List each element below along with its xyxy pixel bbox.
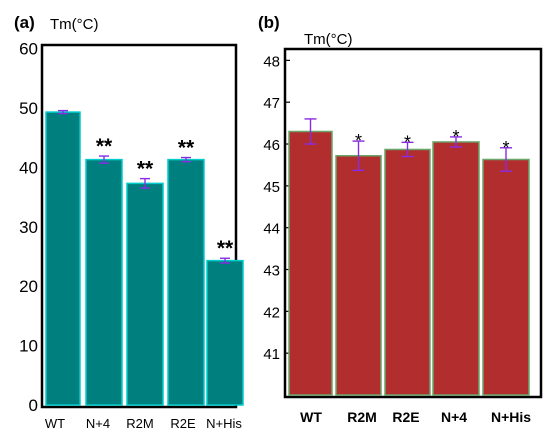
panel-b-category-label: WT <box>300 409 322 425</box>
panel-b-category-label: N+4 <box>441 409 467 425</box>
panel-b-y-tick-label: 44 <box>263 221 280 238</box>
panel-a-error-bar <box>99 155 109 164</box>
panel-a-significance-mark: ** <box>217 237 234 260</box>
panel-a-y-unit-label: Tm(°C) <box>50 16 98 33</box>
panel-a-error-bars <box>58 109 230 264</box>
panel-b-bars <box>288 130 530 396</box>
panel-a-bar-n-4 <box>85 158 123 406</box>
panel-b-y-tick-label: 47 <box>263 95 280 112</box>
panel-b-y-tick-label: 42 <box>263 304 280 321</box>
panel-b-bar-r2m <box>335 154 382 396</box>
panel-a-y-tick-label: 30 <box>19 218 38 237</box>
panel-a-chart: (a) Tm(°C) 0 10 20 30 40 50 60 ** ** ** ** WT N+4 R… <box>14 13 244 431</box>
panel-b-y-unit-label: Tm(°C) <box>304 31 352 48</box>
panel-a-category-label: R2M <box>126 416 153 431</box>
panel-b-bar-wt <box>288 130 333 396</box>
panel-b-category-label: N+His <box>491 409 531 425</box>
panel-b-significance-mark: * <box>404 132 411 152</box>
panel-b-category-label: R2E <box>392 409 419 425</box>
panel-a-y-tick-label: 60 <box>19 40 38 59</box>
panel-b-y-tick-label: 43 <box>263 263 280 280</box>
panel-b-significance-marks: * * * * <box>355 127 510 158</box>
panel-a-bar-r2m <box>126 182 164 406</box>
panel-b-y-tick-label: 46 <box>263 137 280 154</box>
panel-a-category-label: R2E <box>170 416 196 431</box>
panel-a-bar-n-his <box>206 259 244 406</box>
panel-a-significance-mark: ** <box>137 158 154 181</box>
panel-a-significance-marks: ** ** ** ** <box>96 135 234 260</box>
panel-a-x-axis: WT N+4 R2M R2E N+His <box>45 416 242 431</box>
panel-a-significance-mark: ** <box>178 137 195 160</box>
panel-b-error-bar <box>352 140 365 172</box>
panel-a-y-tick-label: 20 <box>19 277 38 296</box>
panel-b-category-label: R2M <box>347 409 377 425</box>
panel-a-y-tick-label: 40 <box>19 158 38 177</box>
panel-b-error-bar <box>401 141 414 158</box>
panel-b-y-axis: 41 42 43 44 45 46 47 48 <box>263 53 290 363</box>
panel-b-y-tick-label: 41 <box>263 346 280 363</box>
panel-a-bar-wt <box>45 111 81 406</box>
panel-b-x-axis: WT R2M R2E N+4 N+His <box>300 409 531 425</box>
panel-a-category-label: N+4 <box>86 416 110 431</box>
panel-a-bar-r2e <box>167 158 205 406</box>
panel-b-bar-r2e <box>384 148 431 396</box>
panel-b-significance-mark: * <box>502 138 509 158</box>
panel-b-y-tick-label: 45 <box>263 179 280 196</box>
panel-a-significance-mark: ** <box>96 135 113 158</box>
panel-a-error-bar <box>58 109 68 115</box>
panel-b-error-bar <box>500 147 512 172</box>
panel-b-significance-mark: * <box>355 131 362 151</box>
panel-a-category-label: N+His <box>206 416 242 431</box>
panel-a-y-tick-label: 0 <box>29 396 38 415</box>
panel-b-bar-n-4 <box>432 141 480 396</box>
panel-b-label: (b) <box>258 13 280 32</box>
panel-a-error-bar <box>181 156 191 163</box>
panel-a-error-bar <box>140 177 150 189</box>
panel-a-label: (a) <box>14 13 35 32</box>
panel-b-bar-n-his <box>482 158 530 396</box>
panel-a-y-tick-label: 10 <box>19 337 38 356</box>
panel-b-error-bars <box>304 118 512 172</box>
panel-a-error-bar <box>220 257 230 264</box>
panel-a-category-label: WT <box>45 416 65 431</box>
panel-a-y-tick-label: 50 <box>19 99 38 118</box>
panel-a-y-axis: 0 10 20 30 40 50 60 <box>19 40 38 416</box>
panel-b-error-bar <box>304 118 317 145</box>
panel-b-error-bar <box>450 136 462 148</box>
panel-b-significance-mark: * <box>452 127 459 147</box>
panel-b-chart: (b) Tm(°C) 41 42 43 44 45 46 47 48 * * * * WT R2M R2… <box>258 13 543 425</box>
panel-b-y-tick-label: 48 <box>263 53 280 70</box>
